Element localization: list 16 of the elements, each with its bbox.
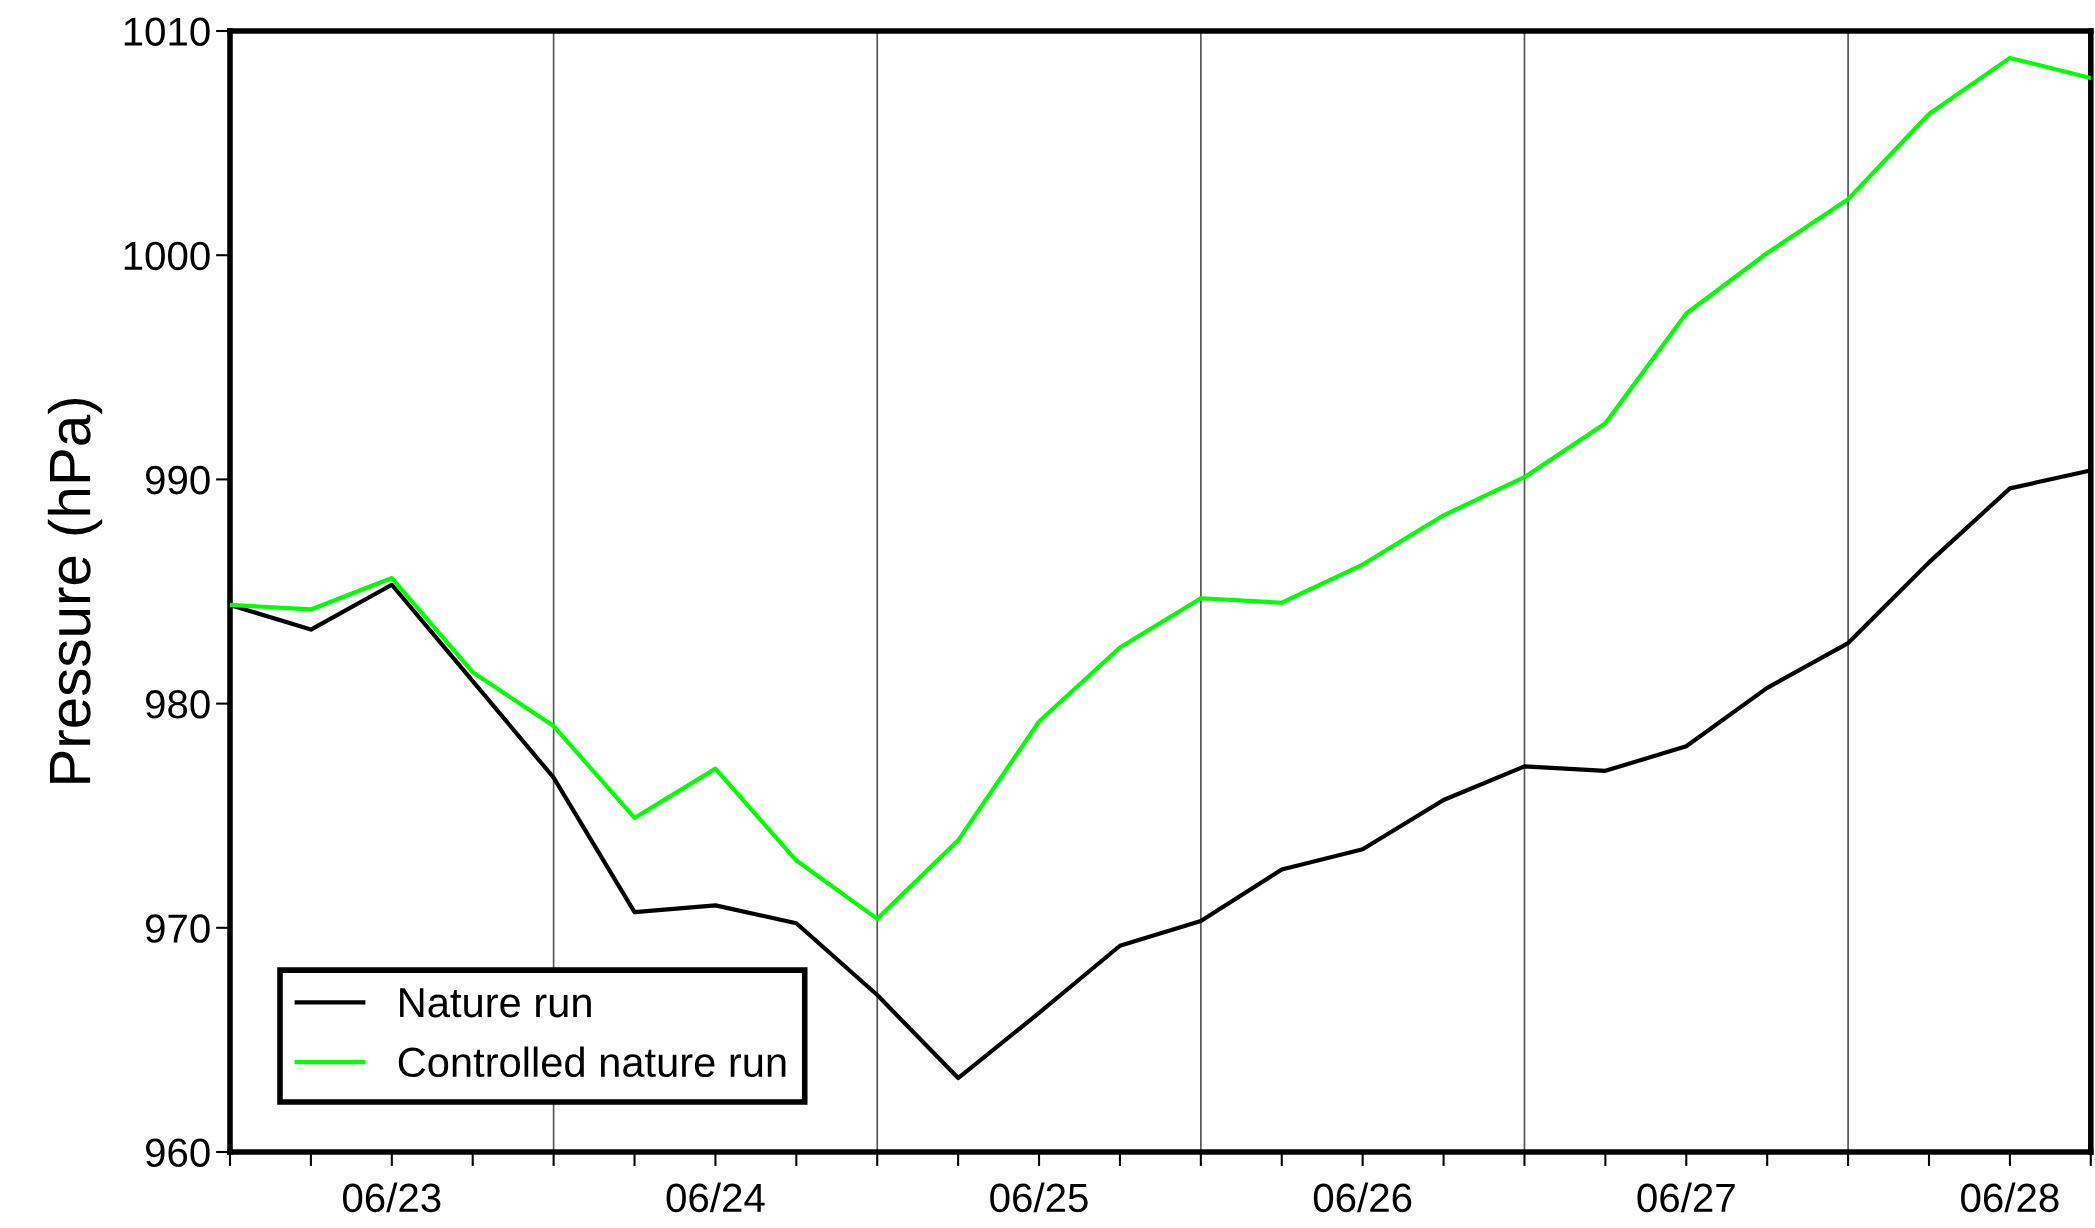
x-tick-label: 06/26 <box>1313 1182 1412 1213</box>
line-series <box>230 55 2091 921</box>
x-tick-label: 06/28 <box>1961 1182 2059 1213</box>
legend-label: Controlled nature run <box>398 1046 786 1078</box>
y-tick-label: 960 <box>145 1138 210 1167</box>
y-tick-label: 970 <box>145 914 210 943</box>
x-tick-label: 06/27 <box>1637 1182 1735 1213</box>
y-tick-label: 980 <box>145 690 210 719</box>
y-tick-label: 1010 <box>124 17 210 46</box>
x-tick-label: 06/25 <box>990 1182 1088 1213</box>
y-tick-label: 1000 <box>124 241 210 271</box>
legend-label: Nature run <box>400 988 591 1018</box>
y-axis-title: Pressure (hPa) <box>47 398 103 783</box>
x-tick-label: 06/24 <box>666 1182 765 1213</box>
y-tick-label: 990 <box>145 465 210 495</box>
x-tick-label: 06/23 <box>342 1182 441 1213</box>
